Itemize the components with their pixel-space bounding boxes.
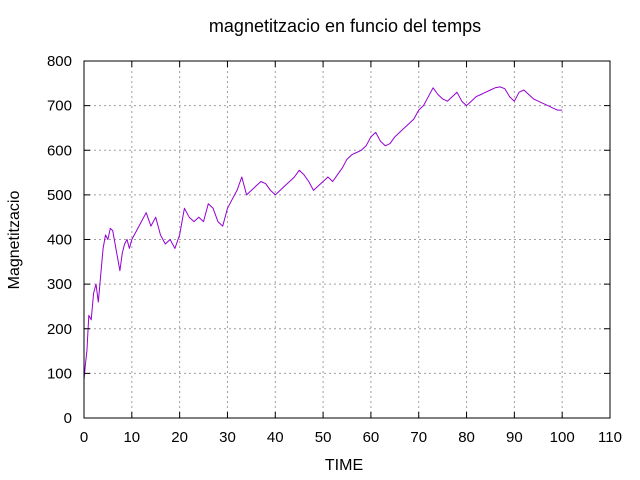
y-tick-label: 0 [64,410,72,427]
x-tick-label: 60 [363,429,380,446]
y-tick-label: 500 [47,187,72,204]
y-tick-label: 700 [47,98,72,115]
chart-title: magnetitzacio en funcio del temps [209,16,481,36]
y-axis-label: Magnetitzacio [6,191,23,290]
y-tick-label: 300 [47,276,72,293]
x-tick-label: 110 [598,429,622,446]
x-tick-label: 20 [171,429,188,446]
series-line [83,86,563,381]
x-tick-label: 90 [506,429,523,446]
x-tick-label: 80 [458,429,475,446]
y-tick-label: 600 [47,142,72,159]
x-tick-label: 50 [315,429,332,446]
x-tick-label: 100 [550,429,575,446]
axis-ticks: 0 10 20 30 40 50 60 70 80 90 100 110 0 100 200 300 400 50… [47,53,622,446]
y-tick-label: 200 [47,321,72,338]
y-tick-label: 800 [47,53,72,70]
y-tick-label: 400 [47,232,72,249]
x-tick-label: 70 [410,429,427,446]
x-axis-label: TIME [325,457,363,474]
x-tick-label: 10 [123,429,140,446]
x-tick-label: 40 [267,429,284,446]
plot-area [83,86,563,381]
x-tick-label: 30 [219,429,236,446]
y-tick-label: 100 [47,365,72,382]
x-tick-label: 0 [80,429,88,446]
